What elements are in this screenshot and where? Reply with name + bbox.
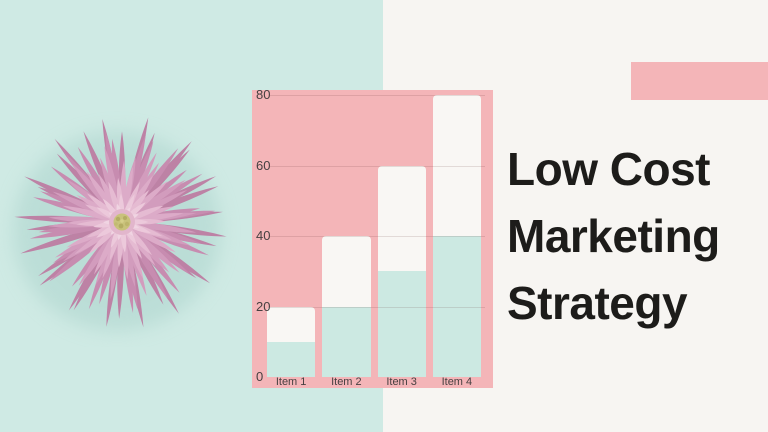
page-title: Low Cost Marketing Strategy — [507, 136, 720, 337]
bar-segment-bottom — [432, 236, 481, 377]
x-tick-label: Item 2 — [331, 376, 362, 388]
bar-segment-top — [377, 165, 426, 272]
bar — [377, 165, 426, 377]
gridline — [270, 306, 485, 308]
title-line-2: Marketing — [507, 210, 720, 262]
bar — [267, 306, 316, 377]
bar — [432, 95, 481, 377]
bar-segment-bottom — [267, 341, 316, 377]
gridline — [270, 165, 485, 167]
bar-segment-bottom — [377, 271, 426, 377]
bar-chart: Item 1 Item 2 Item 3 Item 4 0 20 40 60 80 — [252, 87, 493, 388]
bar-segment-top — [267, 306, 316, 342]
pink-accent-bar — [631, 62, 768, 100]
y-tick-label: 0 — [256, 369, 264, 384]
y-tick-label: 20 — [256, 298, 271, 314]
x-axis-labels: Item 1 Item 2 Item 3 Item 4 — [267, 377, 481, 388]
bar-segment-bottom — [322, 306, 371, 377]
gridline — [270, 236, 485, 238]
y-tick-label: 80 — [256, 87, 271, 103]
title-line-1: Low Cost — [507, 143, 710, 195]
bar-segment-top — [322, 236, 371, 307]
title-line-3: Strategy — [507, 277, 688, 329]
bars-row — [267, 90, 481, 377]
x-tick-label: Item 1 — [275, 376, 307, 388]
gridline — [270, 95, 485, 97]
y-tick-label: 40 — [256, 228, 271, 244]
flower-photo — [13, 116, 228, 331]
x-tick-label: Item 4 — [441, 376, 473, 388]
x-tick-label: Item 3 — [386, 376, 417, 388]
flower-center — [109, 209, 135, 235]
bar-segment-top — [432, 95, 481, 237]
bar — [322, 236, 371, 377]
y-tick-label: 60 — [256, 157, 271, 173]
